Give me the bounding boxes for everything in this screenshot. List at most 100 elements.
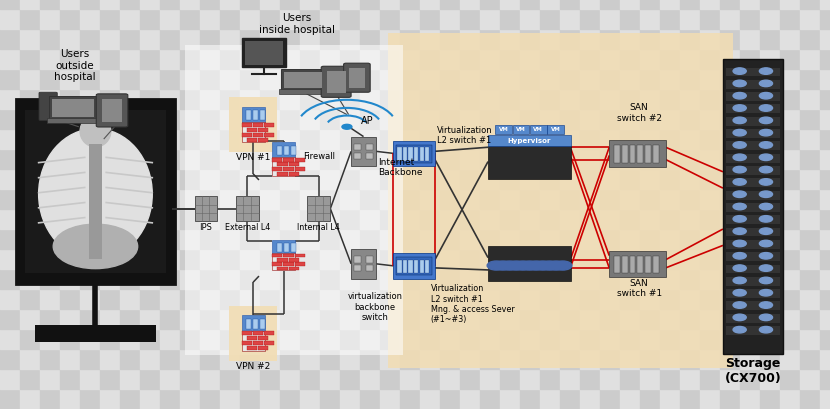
Bar (820, 9, 830, 29)
Bar (780, 209, 800, 229)
Bar (300, 149, 320, 169)
Bar (140, 49, 160, 69)
Bar (240, 49, 260, 69)
Bar (20, 129, 40, 149)
Bar (500, 289, 520, 309)
Bar (500, 229, 520, 249)
Bar (80, 229, 100, 249)
Bar (480, 29, 500, 49)
Bar (160, 369, 180, 389)
Bar (820, 229, 830, 249)
Bar (600, 0, 620, 9)
Bar (620, 69, 640, 89)
FancyBboxPatch shape (726, 104, 779, 113)
Bar (20, 289, 40, 309)
FancyBboxPatch shape (247, 110, 251, 120)
Bar (700, 149, 720, 169)
Bar (440, 69, 460, 89)
Bar (100, 329, 120, 349)
Bar (260, 29, 280, 49)
Bar (140, 129, 160, 149)
Bar (100, 69, 120, 89)
FancyBboxPatch shape (321, 66, 351, 97)
Bar (660, 349, 680, 369)
Bar (280, 269, 300, 289)
Bar (200, 249, 220, 269)
Bar (240, 109, 260, 129)
Bar (720, 369, 740, 389)
Bar (80, 109, 100, 129)
Bar (620, 29, 640, 49)
Bar (680, 69, 700, 89)
Bar (40, 229, 60, 249)
Bar (740, 89, 760, 109)
Bar (180, 369, 200, 389)
Bar (660, 249, 680, 269)
Text: virtualization
backbone
switch: virtualization backbone switch (348, 292, 403, 322)
FancyBboxPatch shape (272, 254, 295, 270)
Bar (420, 229, 440, 249)
FancyBboxPatch shape (284, 243, 289, 252)
Bar (780, 269, 800, 289)
Bar (140, 389, 160, 409)
FancyBboxPatch shape (258, 138, 268, 142)
Bar (520, 289, 540, 309)
Bar (140, 149, 160, 169)
Bar (620, 389, 640, 409)
Bar (640, 269, 660, 289)
Bar (180, 69, 200, 89)
Bar (660, 109, 680, 129)
Bar (180, 389, 200, 409)
Bar (240, 0, 260, 9)
Bar (560, 149, 580, 169)
FancyBboxPatch shape (646, 256, 652, 273)
Circle shape (759, 92, 773, 99)
FancyBboxPatch shape (425, 260, 429, 274)
Circle shape (733, 68, 746, 74)
FancyBboxPatch shape (425, 147, 429, 161)
Bar (540, 169, 560, 189)
Bar (760, 0, 780, 9)
Circle shape (733, 154, 746, 160)
Bar (120, 249, 140, 269)
Bar (520, 49, 540, 69)
Bar (400, 249, 420, 269)
Bar (460, 29, 480, 49)
Bar (280, 249, 300, 269)
Bar (240, 169, 260, 189)
Bar (720, 189, 740, 209)
Bar (640, 389, 660, 409)
FancyBboxPatch shape (285, 72, 321, 88)
Text: Internet
Backbone: Internet Backbone (378, 158, 422, 178)
Bar (60, 269, 80, 289)
FancyBboxPatch shape (242, 38, 286, 67)
Bar (220, 309, 240, 329)
Bar (140, 69, 160, 89)
Bar (760, 109, 780, 129)
Bar (520, 189, 540, 209)
Bar (580, 369, 600, 389)
Circle shape (759, 105, 773, 111)
Bar (100, 349, 120, 369)
Bar (800, 49, 820, 69)
Bar (240, 89, 260, 109)
Bar (240, 69, 260, 89)
Bar (480, 169, 500, 189)
Bar (20, 269, 40, 289)
FancyBboxPatch shape (351, 137, 376, 166)
Bar (600, 289, 620, 309)
Bar (480, 289, 500, 309)
FancyBboxPatch shape (398, 147, 402, 161)
Bar (180, 309, 200, 329)
Bar (460, 289, 480, 309)
Bar (560, 369, 580, 389)
Bar (120, 389, 140, 409)
Bar (0, 129, 20, 149)
Bar (100, 0, 120, 9)
Bar (360, 289, 380, 309)
Bar (640, 69, 660, 89)
Bar (220, 229, 240, 249)
Bar (600, 89, 620, 109)
Bar (620, 169, 640, 189)
Bar (740, 289, 760, 309)
